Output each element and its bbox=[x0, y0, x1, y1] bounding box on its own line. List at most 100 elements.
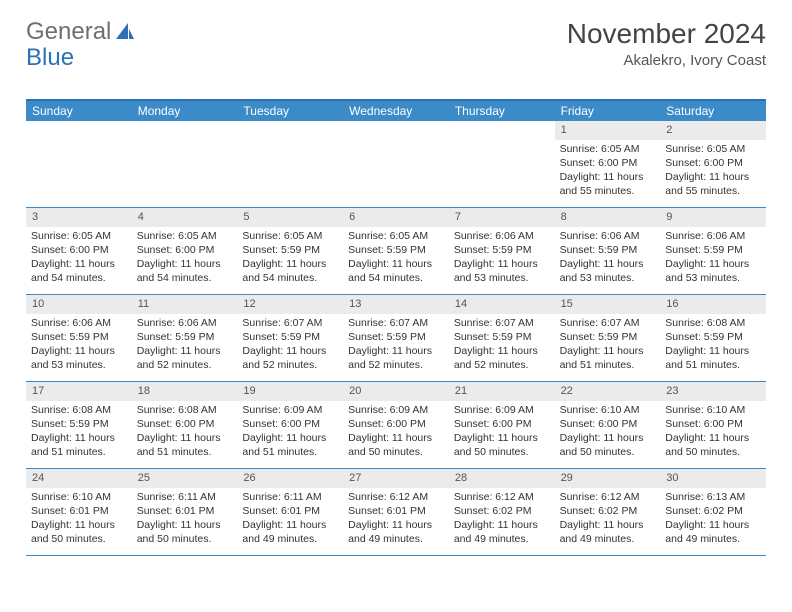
day-number: 20 bbox=[343, 382, 449, 401]
day-cell: 14Sunrise: 6:07 AMSunset: 5:59 PMDayligh… bbox=[449, 295, 555, 381]
day-body: Sunrise: 6:05 AMSunset: 5:59 PMDaylight:… bbox=[237, 227, 343, 290]
day-number: 29 bbox=[555, 469, 661, 488]
week-row: 1Sunrise: 6:05 AMSunset: 6:00 PMDaylight… bbox=[26, 121, 766, 208]
day-number: 2 bbox=[660, 121, 766, 140]
dow-cell: Monday bbox=[132, 101, 238, 121]
day-body: Sunrise: 6:06 AMSunset: 5:59 PMDaylight:… bbox=[449, 227, 555, 290]
sunrise-text: Sunrise: 6:05 AM bbox=[348, 229, 444, 243]
day-body: Sunrise: 6:10 AMSunset: 6:00 PMDaylight:… bbox=[555, 401, 661, 464]
day-number: 8 bbox=[555, 208, 661, 227]
day-number: 30 bbox=[660, 469, 766, 488]
day-cell: 29Sunrise: 6:12 AMSunset: 6:02 PMDayligh… bbox=[555, 469, 661, 555]
day-body: Sunrise: 6:09 AMSunset: 6:00 PMDaylight:… bbox=[237, 401, 343, 464]
sunrise-text: Sunrise: 6:10 AM bbox=[31, 490, 127, 504]
day-cell: 30Sunrise: 6:13 AMSunset: 6:02 PMDayligh… bbox=[660, 469, 766, 555]
day-body: Sunrise: 6:10 AMSunset: 6:00 PMDaylight:… bbox=[660, 401, 766, 464]
day-body: Sunrise: 6:07 AMSunset: 5:59 PMDaylight:… bbox=[343, 314, 449, 377]
daylight-text: Daylight: 11 hours and 54 minutes. bbox=[348, 257, 444, 285]
week-row: 10Sunrise: 6:06 AMSunset: 5:59 PMDayligh… bbox=[26, 295, 766, 382]
day-body: Sunrise: 6:05 AMSunset: 6:00 PMDaylight:… bbox=[660, 140, 766, 203]
sunrise-text: Sunrise: 6:08 AM bbox=[31, 403, 127, 417]
dow-cell: Wednesday bbox=[343, 101, 449, 121]
sunrise-text: Sunrise: 6:06 AM bbox=[560, 229, 656, 243]
daylight-text: Daylight: 11 hours and 50 minutes. bbox=[454, 431, 550, 459]
sunset-text: Sunset: 6:00 PM bbox=[560, 417, 656, 431]
sunset-text: Sunset: 6:00 PM bbox=[665, 156, 761, 170]
day-cell: 9Sunrise: 6:06 AMSunset: 5:59 PMDaylight… bbox=[660, 208, 766, 294]
sunrise-text: Sunrise: 6:07 AM bbox=[348, 316, 444, 330]
sunrise-text: Sunrise: 6:05 AM bbox=[560, 142, 656, 156]
daylight-text: Daylight: 11 hours and 52 minutes. bbox=[137, 344, 233, 372]
day-cell: 7Sunrise: 6:06 AMSunset: 5:59 PMDaylight… bbox=[449, 208, 555, 294]
day-body: Sunrise: 6:06 AMSunset: 5:59 PMDaylight:… bbox=[26, 314, 132, 377]
day-number: 18 bbox=[132, 382, 238, 401]
sunrise-text: Sunrise: 6:08 AM bbox=[665, 316, 761, 330]
sunrise-text: Sunrise: 6:06 AM bbox=[137, 316, 233, 330]
day-body: Sunrise: 6:06 AMSunset: 5:59 PMDaylight:… bbox=[132, 314, 238, 377]
day-cell: 4Sunrise: 6:05 AMSunset: 6:00 PMDaylight… bbox=[132, 208, 238, 294]
sunset-text: Sunset: 5:59 PM bbox=[665, 243, 761, 257]
day-body: Sunrise: 6:11 AMSunset: 6:01 PMDaylight:… bbox=[237, 488, 343, 551]
daylight-text: Daylight: 11 hours and 55 minutes. bbox=[560, 170, 656, 198]
sunset-text: Sunset: 5:59 PM bbox=[242, 330, 338, 344]
day-body: Sunrise: 6:07 AMSunset: 5:59 PMDaylight:… bbox=[449, 314, 555, 377]
day-number: 27 bbox=[343, 469, 449, 488]
sunrise-text: Sunrise: 6:13 AM bbox=[665, 490, 761, 504]
day-body: Sunrise: 6:08 AMSunset: 5:59 PMDaylight:… bbox=[660, 314, 766, 377]
sunset-text: Sunset: 6:00 PM bbox=[560, 156, 656, 170]
day-body: Sunrise: 6:05 AMSunset: 6:00 PMDaylight:… bbox=[132, 227, 238, 290]
day-cell bbox=[132, 121, 238, 207]
sunrise-text: Sunrise: 6:06 AM bbox=[665, 229, 761, 243]
day-body: Sunrise: 6:12 AMSunset: 6:01 PMDaylight:… bbox=[343, 488, 449, 551]
dow-cell: Saturday bbox=[660, 101, 766, 121]
week-row: 17Sunrise: 6:08 AMSunset: 5:59 PMDayligh… bbox=[26, 382, 766, 469]
sunset-text: Sunset: 6:01 PM bbox=[348, 504, 444, 518]
day-cell: 1 Sunrise: 6:05 AMSunset: 6:00 PMDaylight… bbox=[555, 121, 661, 207]
dow-cell: Sunday bbox=[26, 101, 132, 121]
sunset-text: Sunset: 6:00 PM bbox=[348, 417, 444, 431]
day-number: 28 bbox=[449, 469, 555, 488]
sunset-text: Sunset: 6:00 PM bbox=[31, 243, 127, 257]
day-cell: 21Sunrise: 6:09 AMSunset: 6:00 PMDayligh… bbox=[449, 382, 555, 468]
day-body: Sunrise: 6:05 AMSunset: 6:00 PMDaylight:… bbox=[26, 227, 132, 290]
day-cell: 2Sunrise: 6:05 AMSunset: 6:00 PMDaylight… bbox=[660, 121, 766, 207]
sunrise-text: Sunrise: 6:12 AM bbox=[560, 490, 656, 504]
day-body: Sunrise: 6:05 AMSunset: 5:59 PMDaylight:… bbox=[343, 227, 449, 290]
day-cell: 26Sunrise: 6:11 AMSunset: 6:01 PMDayligh… bbox=[237, 469, 343, 555]
day-cell: 5Sunrise: 6:05 AMSunset: 5:59 PMDaylight… bbox=[237, 208, 343, 294]
daylight-text: Daylight: 11 hours and 53 minutes. bbox=[31, 344, 127, 372]
day-body: Sunrise: 6:07 AMSunset: 5:59 PMDaylight:… bbox=[237, 314, 343, 377]
dow-row: SundayMondayTuesdayWednesdayThursdayFrid… bbox=[26, 101, 766, 121]
day-cell: 11Sunrise: 6:06 AMSunset: 5:59 PMDayligh… bbox=[132, 295, 238, 381]
day-cell: 13Sunrise: 6:07 AMSunset: 5:59 PMDayligh… bbox=[343, 295, 449, 381]
day-number: 24 bbox=[26, 469, 132, 488]
day-cell: 18Sunrise: 6:08 AMSunset: 6:00 PMDayligh… bbox=[132, 382, 238, 468]
day-cell: 28Sunrise: 6:12 AMSunset: 6:02 PMDayligh… bbox=[449, 469, 555, 555]
sunset-text: Sunset: 5:59 PM bbox=[137, 330, 233, 344]
daylight-text: Daylight: 11 hours and 51 minutes. bbox=[560, 344, 656, 372]
day-number: 1 bbox=[555, 121, 661, 140]
day-cell: 24Sunrise: 6:10 AMSunset: 6:01 PMDayligh… bbox=[26, 469, 132, 555]
daylight-text: Daylight: 11 hours and 53 minutes. bbox=[454, 257, 550, 285]
sunrise-text: Sunrise: 6:09 AM bbox=[242, 403, 338, 417]
day-number: 19 bbox=[237, 382, 343, 401]
day-body: Sunrise: 6:12 AMSunset: 6:02 PMDaylight:… bbox=[449, 488, 555, 551]
calendar: SundayMondayTuesdayWednesdayThursdayFrid… bbox=[26, 99, 766, 556]
day-body: Sunrise: 6:06 AMSunset: 5:59 PMDaylight:… bbox=[555, 227, 661, 290]
day-cell: 10Sunrise: 6:06 AMSunset: 5:59 PMDayligh… bbox=[26, 295, 132, 381]
week-row: 3Sunrise: 6:05 AMSunset: 6:00 PMDaylight… bbox=[26, 208, 766, 295]
logo-text-1: General bbox=[26, 18, 111, 46]
day-body: Sunrise: 6:07 AMSunset: 5:59 PMDaylight:… bbox=[555, 314, 661, 377]
day-cell: 6Sunrise: 6:05 AMSunset: 5:59 PMDaylight… bbox=[343, 208, 449, 294]
day-body: Sunrise: 6:12 AMSunset: 6:02 PMDaylight:… bbox=[555, 488, 661, 551]
daylight-text: Daylight: 11 hours and 52 minutes. bbox=[454, 344, 550, 372]
sunrise-text: Sunrise: 6:05 AM bbox=[137, 229, 233, 243]
day-cell: 8Sunrise: 6:06 AMSunset: 5:59 PMDaylight… bbox=[555, 208, 661, 294]
day-body: Sunrise: 6:08 AMSunset: 5:59 PMDaylight:… bbox=[26, 401, 132, 464]
sunset-text: Sunset: 6:01 PM bbox=[31, 504, 127, 518]
day-cell: 27Sunrise: 6:12 AMSunset: 6:01 PMDayligh… bbox=[343, 469, 449, 555]
daylight-text: Daylight: 11 hours and 53 minutes. bbox=[560, 257, 656, 285]
daylight-text: Daylight: 11 hours and 54 minutes. bbox=[137, 257, 233, 285]
day-number: 3 bbox=[26, 208, 132, 227]
sunrise-text: Sunrise: 6:07 AM bbox=[454, 316, 550, 330]
